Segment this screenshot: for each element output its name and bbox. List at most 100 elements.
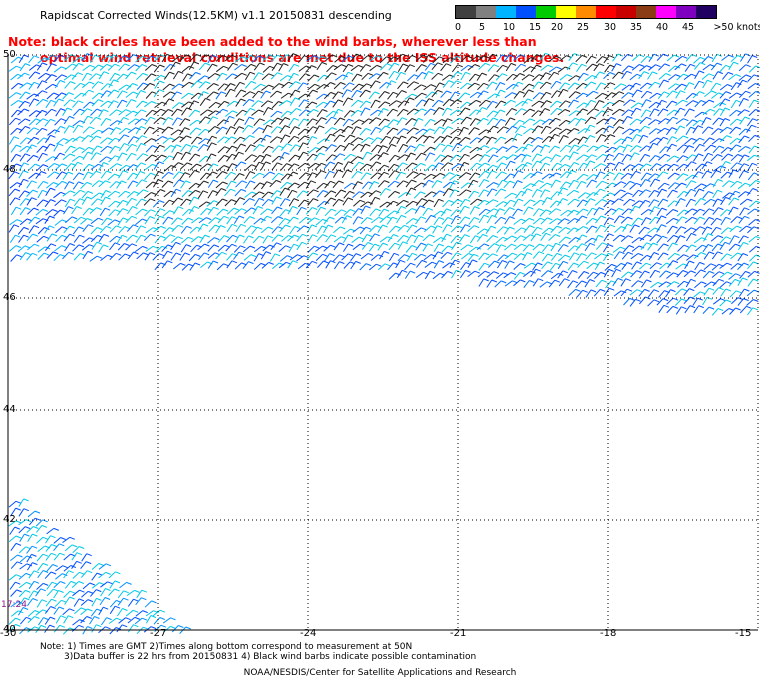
wind-barb xyxy=(566,270,578,279)
wind-barb xyxy=(35,519,48,527)
wind-barb xyxy=(288,117,300,127)
wind-barb xyxy=(350,53,362,62)
wind-barb xyxy=(495,82,506,91)
wind-barb xyxy=(684,63,696,72)
wind-barb xyxy=(666,297,679,305)
wind-barb xyxy=(748,91,760,98)
wind-barb xyxy=(459,145,472,153)
wind-barb xyxy=(522,252,533,261)
wind-barb xyxy=(595,56,608,64)
wind-barb xyxy=(325,72,337,80)
credit-line: NOAA/NESDIS/Center for Satellite Applica… xyxy=(243,668,517,678)
wind-barb xyxy=(28,216,40,225)
wind-barb xyxy=(638,288,650,297)
wind-barb xyxy=(53,552,65,561)
wind-barb xyxy=(747,83,760,90)
wind-barb xyxy=(315,206,326,216)
wind-barb xyxy=(575,243,587,251)
wind-barb xyxy=(27,510,41,518)
wind-barb xyxy=(557,187,568,196)
wind-barb xyxy=(747,172,759,181)
wind-barb xyxy=(90,108,102,116)
wind-barb xyxy=(405,187,417,196)
wind-barb xyxy=(666,225,678,234)
wind-barb xyxy=(701,117,712,126)
wind-barb xyxy=(72,172,84,181)
wind-barb xyxy=(163,190,176,198)
wind-barb xyxy=(513,235,526,243)
wind-barb xyxy=(225,243,237,252)
wind-barb xyxy=(523,199,536,207)
wind-barb xyxy=(476,107,488,115)
wind-barb xyxy=(323,224,334,234)
wind-barb xyxy=(81,146,94,154)
wind-barb xyxy=(9,234,21,243)
wind-barb xyxy=(595,224,606,233)
wind-barb xyxy=(251,109,264,116)
wind-barb xyxy=(153,74,166,82)
wind-barb xyxy=(487,154,499,163)
wind-barb xyxy=(324,208,337,217)
wind-barb xyxy=(361,234,373,243)
wind-barb xyxy=(584,124,596,134)
wind-barb xyxy=(342,243,354,252)
wind-barb xyxy=(81,190,94,199)
wind-barb xyxy=(702,108,716,116)
wind-barb xyxy=(548,172,562,179)
wind-barb xyxy=(359,263,372,271)
wind-barb xyxy=(332,128,346,136)
wind-barb xyxy=(514,125,526,134)
wind-barb xyxy=(18,526,31,534)
wind-barb xyxy=(659,270,671,278)
legend-swatch xyxy=(596,6,616,18)
wind-barb xyxy=(711,251,723,260)
wind-barb xyxy=(368,117,382,125)
wind-barb xyxy=(188,253,201,262)
wind-barb xyxy=(685,180,697,189)
wind-barb xyxy=(737,262,749,270)
wind-barb xyxy=(244,180,256,189)
wind-barb xyxy=(63,115,75,125)
wind-barb xyxy=(359,89,371,98)
wind-barb xyxy=(623,99,636,106)
wind-barb xyxy=(575,82,589,90)
longitude-label: -21 xyxy=(450,628,467,639)
wind-barb xyxy=(305,207,318,215)
wind-barb xyxy=(8,224,20,233)
wind-barb xyxy=(514,227,527,234)
wind-barb xyxy=(46,588,59,597)
wind-barb xyxy=(611,99,625,107)
wind-barb xyxy=(576,253,587,262)
wind-barb xyxy=(442,181,456,189)
wind-barb xyxy=(253,144,265,152)
wind-barb xyxy=(541,253,553,262)
wind-barb xyxy=(46,251,59,259)
wind-barb xyxy=(396,180,409,188)
wind-barb xyxy=(188,196,200,206)
wind-barb xyxy=(620,192,633,199)
wind-barb xyxy=(351,170,363,179)
wind-barb xyxy=(18,234,29,243)
wind-barb xyxy=(568,91,581,99)
wind-barb xyxy=(370,126,381,136)
wind-barb xyxy=(593,207,605,216)
wind-barb xyxy=(370,137,383,145)
wind-barb xyxy=(62,171,74,180)
wind-barb xyxy=(352,143,364,151)
wind-barb xyxy=(307,74,320,82)
wind-barb xyxy=(540,125,552,134)
wind-barb xyxy=(163,63,176,72)
wind-barb xyxy=(656,171,669,179)
wind-barb xyxy=(559,74,573,81)
wind-barb xyxy=(377,145,388,154)
wind-barb xyxy=(684,216,698,224)
wind-barb xyxy=(693,80,705,90)
wind-barb xyxy=(46,581,58,590)
wind-barb xyxy=(224,115,235,125)
wind-barb xyxy=(63,225,75,234)
wind-barb xyxy=(55,565,68,572)
wind-barb xyxy=(296,233,308,242)
wind-barb xyxy=(441,107,453,117)
wind-barb xyxy=(719,98,731,107)
wind-barb xyxy=(289,144,301,153)
